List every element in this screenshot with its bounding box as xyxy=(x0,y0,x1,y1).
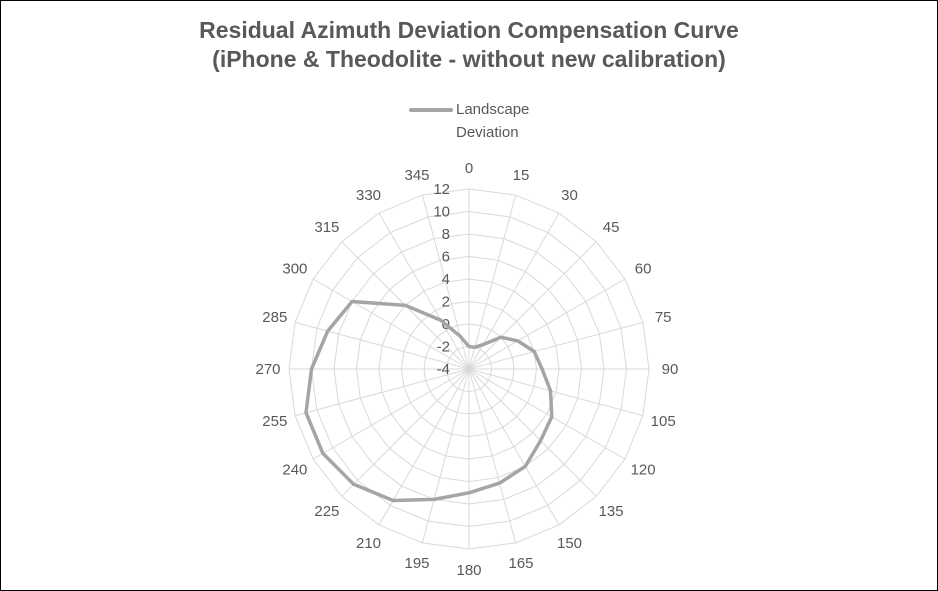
angle-label: 195 xyxy=(404,555,429,572)
data-point xyxy=(352,482,356,486)
grid-spoke xyxy=(294,368,470,417)
radial-tick-label: 12 xyxy=(433,181,450,198)
legend: Landscape Deviation xyxy=(409,96,559,142)
angle-label: 75 xyxy=(655,309,672,326)
radial-tick-label: 4 xyxy=(442,271,450,288)
grid-spoke xyxy=(421,368,470,544)
chart-subtitle: (iPhone & Theodolite - without new calib… xyxy=(212,46,726,72)
radial-tick-label: 8 xyxy=(442,226,450,243)
data-point xyxy=(532,350,536,353)
data-point xyxy=(516,339,520,343)
angle-label: 210 xyxy=(356,535,381,552)
grid-spoke xyxy=(468,368,626,460)
data-point xyxy=(550,415,554,419)
angle-label: 345 xyxy=(404,167,429,184)
grid-spoke xyxy=(378,212,470,370)
data-point xyxy=(350,300,354,303)
data-point xyxy=(304,411,308,415)
grid-spoke xyxy=(468,194,517,370)
chart-title: Residual Azimuth Deviation Compensation … xyxy=(199,17,739,43)
angle-label: 285 xyxy=(262,309,287,326)
angle-label: 225 xyxy=(314,503,339,520)
angle-label: 30 xyxy=(561,187,578,204)
data-point xyxy=(539,439,543,443)
angle-label: 15 xyxy=(513,167,530,184)
data-point xyxy=(473,345,477,349)
data-point xyxy=(523,464,527,468)
data-point xyxy=(391,499,395,502)
angle-label: 165 xyxy=(508,555,533,572)
grid-spoke xyxy=(468,241,597,370)
angle-label: 120 xyxy=(631,462,656,479)
angle-label: 90 xyxy=(662,361,679,378)
angle-label: 135 xyxy=(599,503,624,520)
data-point xyxy=(499,335,503,339)
data-point xyxy=(321,451,325,455)
angle-label: 45 xyxy=(603,219,620,236)
data-point xyxy=(467,491,471,495)
legend-swatch-landscape-deviation xyxy=(409,108,453,112)
radial-tick-label: 2 xyxy=(442,294,450,311)
angle-label: 0 xyxy=(465,160,473,177)
data-point xyxy=(439,318,443,322)
grid-spoke xyxy=(312,368,470,460)
grid-spoke xyxy=(468,368,597,497)
data-point xyxy=(549,389,552,393)
chart-title-block: Residual Azimuth Deviation Compensation … xyxy=(0,16,938,74)
radial-tick-label: -4 xyxy=(437,361,450,378)
data-point xyxy=(326,329,330,333)
angle-label: 180 xyxy=(456,562,481,579)
grid-spoke xyxy=(294,321,470,370)
data-point xyxy=(498,481,502,485)
grid-spoke xyxy=(468,321,644,370)
angle-label: 105 xyxy=(651,413,676,430)
data-point xyxy=(403,303,407,307)
angle-label: 255 xyxy=(262,413,287,430)
angle-label: 330 xyxy=(356,187,381,204)
grid-spoke xyxy=(312,278,470,370)
data-point xyxy=(432,497,436,501)
data-point xyxy=(310,367,313,371)
grid-spoke xyxy=(468,368,560,526)
grid-spoke xyxy=(468,368,644,417)
angle-label: 150 xyxy=(557,535,582,552)
legend-label-landscape-deviation: Landscape Deviation xyxy=(456,101,530,141)
grid-spoke xyxy=(468,368,517,544)
angle-label: 270 xyxy=(255,361,280,378)
angle-label: 240 xyxy=(282,462,307,479)
data-point xyxy=(481,343,485,347)
angle-label: 300 xyxy=(282,261,307,278)
grid-spoke xyxy=(341,368,470,497)
radial-tick-label: -2 xyxy=(437,339,450,356)
data-point xyxy=(458,334,462,338)
radial-tick-label: 6 xyxy=(442,249,450,266)
data-point xyxy=(467,345,471,348)
angle-label: 60 xyxy=(635,261,652,278)
data-point xyxy=(540,367,544,371)
radial-tick-label: 10 xyxy=(433,204,450,221)
grid-spoke xyxy=(468,278,626,370)
angle-label: 315 xyxy=(314,219,339,236)
